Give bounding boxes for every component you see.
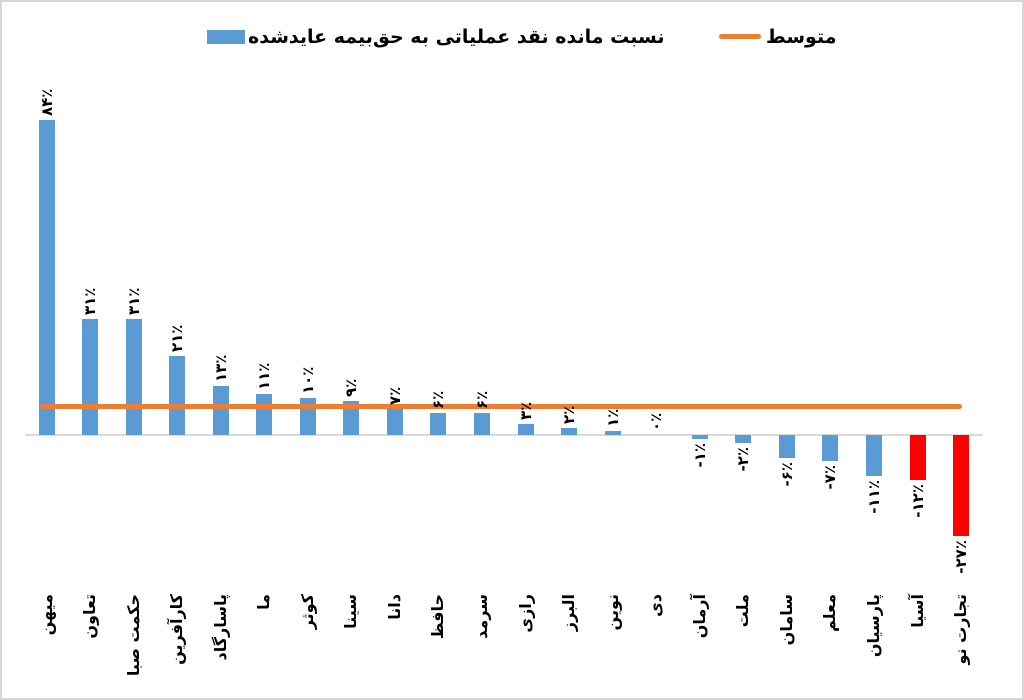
legend-average-line-icon bbox=[719, 34, 761, 39]
category-label: رازی bbox=[515, 594, 535, 633]
x-axis-line bbox=[25, 434, 983, 436]
category-label: تعاون bbox=[80, 594, 100, 639]
bar-22 bbox=[953, 435, 970, 537]
bar-4 bbox=[169, 356, 186, 435]
legend-series-label: نسبت مانده نقد عملیاتی به حق‌بیمه عایدشد… bbox=[248, 26, 665, 48]
bar-17 bbox=[735, 435, 752, 443]
bar-value-label: ۷٪ bbox=[385, 386, 404, 405]
bar-18 bbox=[778, 435, 795, 458]
category-label: کارآفرین bbox=[167, 594, 187, 665]
legend-series-swatch-icon bbox=[207, 30, 245, 44]
bar-value-label: -۱۱٪ bbox=[864, 480, 883, 514]
category-label: دی bbox=[646, 594, 666, 617]
category-label: البرز bbox=[559, 594, 579, 632]
category-label: حافظ bbox=[428, 594, 448, 640]
category-label: معلم bbox=[820, 594, 840, 633]
bar-13 bbox=[561, 427, 578, 435]
bar-value-label: ۱۰٪ bbox=[298, 366, 317, 394]
bar-16 bbox=[691, 435, 708, 439]
category-label: آسیا bbox=[907, 594, 927, 628]
category-label: دانا bbox=[384, 594, 404, 620]
bar-value-label: ۱۱٪ bbox=[255, 362, 274, 390]
bar-value-label: -۱۲٪ bbox=[908, 484, 927, 518]
bar-value-label: ۲۱٪ bbox=[168, 324, 187, 353]
category-label: ملت bbox=[733, 594, 753, 628]
bar-19 bbox=[822, 435, 839, 462]
bar-value-label: -۱٪ bbox=[690, 442, 709, 468]
bar-value-label: ۹٪ bbox=[342, 378, 361, 398]
bar-9 bbox=[386, 408, 403, 435]
legend-average-label: متوسط bbox=[766, 26, 837, 48]
category-label: آرمان bbox=[689, 594, 709, 639]
bar-5 bbox=[212, 386, 229, 435]
bar-value-label: ۶٪ bbox=[473, 390, 491, 409]
bar-12 bbox=[517, 423, 534, 435]
bar-value-label: ۶٪ bbox=[429, 390, 448, 409]
bar-6 bbox=[256, 393, 273, 435]
bar-value-label: ۱۳٪ bbox=[211, 354, 230, 383]
bar-value-label: -۲۷٪ bbox=[952, 540, 971, 574]
bar-1 bbox=[38, 120, 55, 435]
bar-value-label: ۱٪ bbox=[603, 408, 622, 428]
category-label: میهن bbox=[36, 594, 56, 636]
category-label: سینا bbox=[341, 594, 361, 629]
bar-8 bbox=[343, 401, 360, 435]
bar-value-label: ۳۱٪ bbox=[81, 287, 100, 315]
category-label: کوثر bbox=[297, 594, 317, 630]
bar-14 bbox=[604, 431, 621, 435]
bar-value-label: ۳۱٪ bbox=[124, 287, 143, 315]
bar-value-label: ۰٪ bbox=[647, 412, 666, 431]
bar-value-label: -۷٪ bbox=[821, 465, 840, 490]
bar-value-label: ۲٪ bbox=[560, 405, 579, 424]
category-label: سامان bbox=[776, 594, 796, 646]
category-label: سرمد bbox=[472, 594, 491, 639]
category-label: حکمت صبا bbox=[123, 594, 143, 677]
bar-2 bbox=[82, 318, 99, 435]
bar-value-label: -۶٪ bbox=[777, 461, 796, 487]
bar-value-label: -۲٪ bbox=[734, 446, 753, 472]
average-line bbox=[40, 403, 962, 409]
bar-20 bbox=[865, 435, 882, 477]
bar-11 bbox=[474, 412, 490, 435]
bar-value-label: ۳٪ bbox=[516, 401, 535, 420]
category-label: پاسارگاد bbox=[210, 594, 230, 661]
category-label: تجارت نو bbox=[951, 594, 971, 665]
bar-21 bbox=[909, 435, 926, 480]
bar-3 bbox=[125, 318, 142, 435]
category-label: پارسیان bbox=[863, 594, 883, 658]
bar-value-label: ۸۴٪ bbox=[37, 88, 56, 116]
category-label: ما bbox=[254, 594, 274, 610]
bar-10 bbox=[430, 412, 447, 435]
category-label: نوین bbox=[602, 594, 622, 631]
